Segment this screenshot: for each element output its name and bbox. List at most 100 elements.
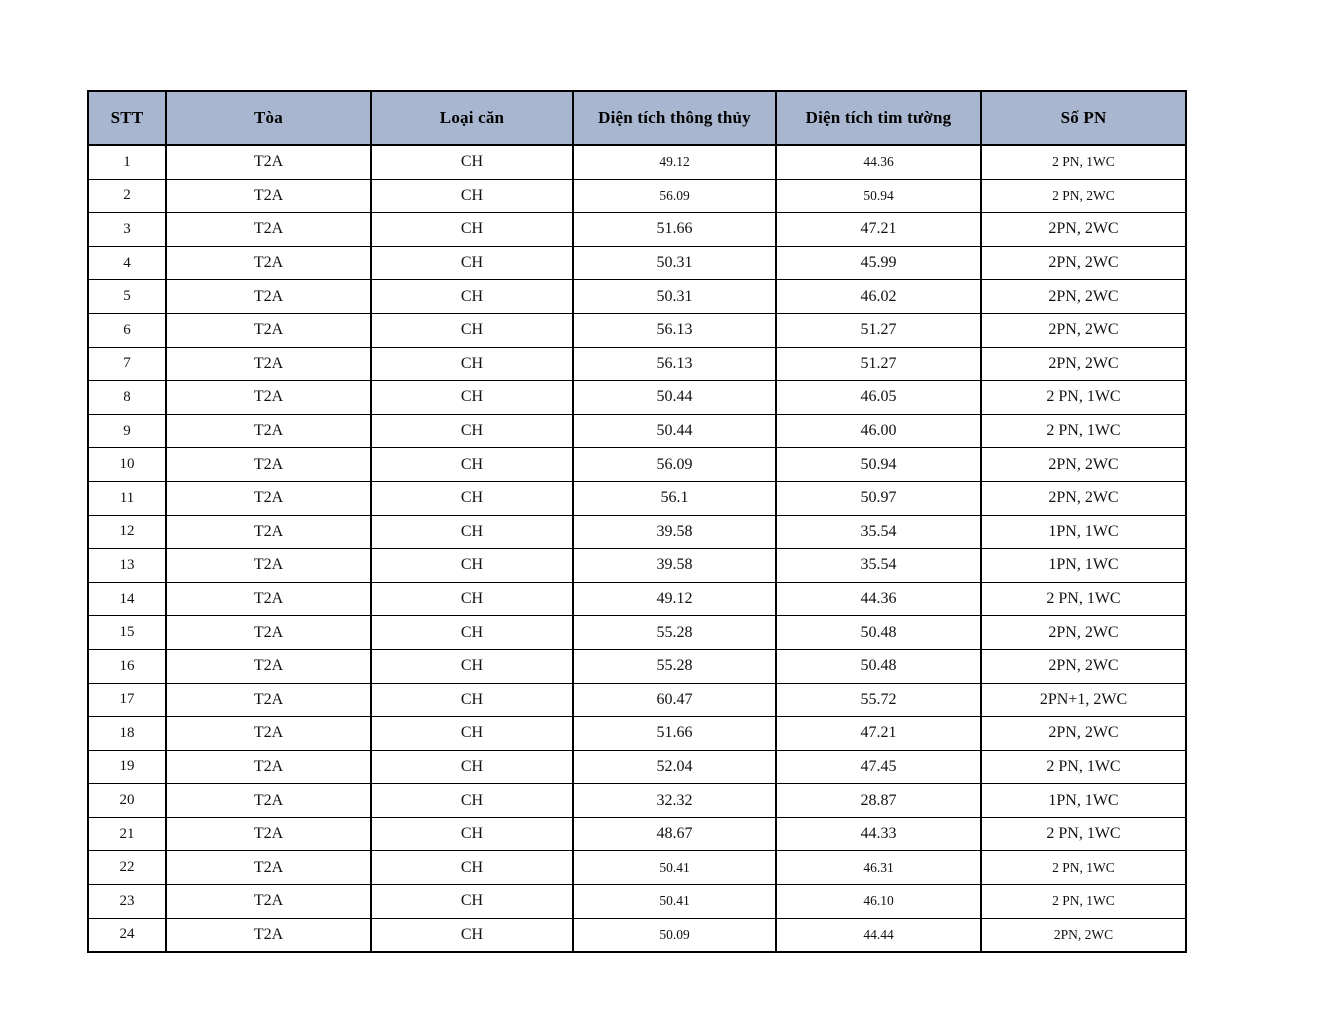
cell-so-pn: 2 PN, 1WC xyxy=(980,850,1187,886)
column-header-dien-tich-tim-tuong[interactable]: Diện tích tim tường xyxy=(775,90,982,146)
table-row[interactable]: 16 T2A CH 55.28 50.48 2PN, 2WC xyxy=(87,648,1187,684)
cell-so-pn: 2PN, 2WC xyxy=(980,480,1187,516)
cell-stt: 13 xyxy=(87,548,167,583)
cell-toa: T2A xyxy=(165,144,372,180)
cell-loai-can: CH xyxy=(370,212,574,247)
cell-stt: 24 xyxy=(87,917,167,953)
table-row[interactable]: 14 T2A CH 49.12 44.36 2 PN, 1WC xyxy=(87,581,1187,617)
table-row[interactable]: 4 T2A CH 50.31 45.99 2PN, 2WC xyxy=(87,245,1187,281)
table-row[interactable]: 9 T2A CH 50.44 46.00 2 PN, 1WC xyxy=(87,413,1187,449)
cell-dien-tich-tim-tuong: 44.44 xyxy=(775,917,982,953)
cell-stt: 3 xyxy=(87,212,167,247)
cell-toa: T2A xyxy=(165,850,372,886)
cell-loai-can: CH xyxy=(370,615,574,650)
cell-loai-can: CH xyxy=(370,312,574,348)
table-row[interactable]: 24 T2A CH 50.09 44.44 2PN, 2WC xyxy=(87,917,1187,953)
cell-dien-tich-thong-thuy: 48.67 xyxy=(572,816,777,852)
cell-dien-tich-thong-thuy: 51.66 xyxy=(572,212,777,247)
table-row[interactable]: 18 T2A CH 51.66 47.21 2PN, 2WC xyxy=(87,716,1187,751)
cell-dien-tich-thong-thuy: 49.12 xyxy=(572,581,777,617)
table-row[interactable]: 19 T2A CH 52.04 47.45 2 PN, 1WC xyxy=(87,749,1187,785)
cell-so-pn: 2 PN, 1WC xyxy=(980,413,1187,449)
cell-dien-tich-tim-tuong: 55.72 xyxy=(775,682,982,718)
column-header-stt[interactable]: STT xyxy=(87,90,167,146)
cell-toa: T2A xyxy=(165,178,372,214)
cell-dien-tich-thong-thuy: 51.66 xyxy=(572,716,777,751)
table-row[interactable]: 13 T2A CH 39.58 35.54 1PN, 1WC xyxy=(87,548,1187,583)
cell-dien-tich-thong-thuy: 56.09 xyxy=(572,447,777,482)
cell-loai-can: CH xyxy=(370,548,574,583)
table-row[interactable]: 12 T2A CH 39.58 35.54 1PN, 1WC xyxy=(87,514,1187,550)
cell-so-pn: 1PN, 1WC xyxy=(980,783,1187,818)
cell-stt: 15 xyxy=(87,615,167,650)
cell-dien-tich-thong-thuy: 50.31 xyxy=(572,245,777,281)
cell-toa: T2A xyxy=(165,716,372,751)
cell-toa: T2A xyxy=(165,380,372,415)
cell-so-pn: 2PN, 2WC xyxy=(980,346,1187,382)
table-row[interactable]: 5 T2A CH 50.31 46.02 2PN, 2WC xyxy=(87,279,1187,314)
table-row[interactable]: 20 T2A CH 32.32 28.87 1PN, 1WC xyxy=(87,783,1187,818)
column-header-dien-tich-thong-thuy[interactable]: Diện tích thông thủy xyxy=(572,90,777,146)
cell-stt: 1 xyxy=(87,144,167,180)
table-row[interactable]: 7 T2A CH 56.13 51.27 2PN, 2WC xyxy=(87,346,1187,382)
cell-so-pn: 2PN, 2WC xyxy=(980,245,1187,281)
column-header-loai-can[interactable]: Loại căn xyxy=(370,90,574,146)
cell-so-pn: 2PN, 2WC xyxy=(980,716,1187,751)
table-row[interactable]: 22 T2A CH 50.41 46.31 2 PN, 1WC xyxy=(87,850,1187,886)
cell-toa: T2A xyxy=(165,648,372,684)
table-row[interactable]: 11 T2A CH 56.1 50.97 2PN, 2WC xyxy=(87,480,1187,516)
table-row[interactable]: 2 T2A CH 56.09 50.94 2 PN, 2WC xyxy=(87,178,1187,214)
cell-stt: 18 xyxy=(87,716,167,751)
table-row[interactable]: 6 T2A CH 56.13 51.27 2PN, 2WC xyxy=(87,312,1187,348)
cell-dien-tich-tim-tuong: 47.21 xyxy=(775,716,982,751)
table-row[interactable]: 1 T2A CH 49.12 44.36 2 PN, 1WC xyxy=(87,144,1187,180)
cell-dien-tich-tim-tuong: 50.94 xyxy=(775,447,982,482)
cell-dien-tich-thong-thuy: 56.09 xyxy=(572,178,777,214)
cell-dien-tich-tim-tuong: 47.45 xyxy=(775,749,982,785)
cell-dien-tich-thong-thuy: 52.04 xyxy=(572,749,777,785)
cell-toa: T2A xyxy=(165,917,372,953)
table-row[interactable]: 23 T2A CH 50.41 46.10 2 PN, 1WC xyxy=(87,884,1187,919)
table-row[interactable]: 15 T2A CH 55.28 50.48 2PN, 2WC xyxy=(87,615,1187,650)
cell-dien-tich-tim-tuong: 45.99 xyxy=(775,245,982,281)
cell-stt: 17 xyxy=(87,682,167,718)
cell-stt: 21 xyxy=(87,816,167,852)
cell-stt: 9 xyxy=(87,413,167,449)
cell-toa: T2A xyxy=(165,346,372,382)
cell-dien-tich-thong-thuy: 50.44 xyxy=(572,413,777,449)
cell-stt: 16 xyxy=(87,648,167,684)
cell-dien-tich-tim-tuong: 50.48 xyxy=(775,615,982,650)
cell-loai-can: CH xyxy=(370,245,574,281)
cell-toa: T2A xyxy=(165,245,372,281)
cell-toa: T2A xyxy=(165,312,372,348)
cell-stt: 11 xyxy=(87,480,167,516)
cell-stt: 19 xyxy=(87,749,167,785)
cell-so-pn: 2PN, 2WC xyxy=(980,279,1187,314)
cell-dien-tich-tim-tuong: 51.27 xyxy=(775,312,982,348)
table-row[interactable]: 10 T2A CH 56.09 50.94 2PN, 2WC xyxy=(87,447,1187,482)
cell-loai-can: CH xyxy=(370,749,574,785)
cell-toa: T2A xyxy=(165,816,372,852)
cell-stt: 22 xyxy=(87,850,167,886)
cell-toa: T2A xyxy=(165,413,372,449)
cell-stt: 7 xyxy=(87,346,167,382)
table-row[interactable]: 17 T2A CH 60.47 55.72 2PN+1, 2WC xyxy=(87,682,1187,718)
apartment-area-table: STT Tòa Loại căn Diện tích thông thủy Di… xyxy=(87,90,1187,954)
cell-dien-tich-tim-tuong: 44.36 xyxy=(775,581,982,617)
column-header-so-pn[interactable]: Số PN xyxy=(980,90,1187,146)
cell-so-pn: 2 PN, 1WC xyxy=(980,884,1187,919)
table-row[interactable]: 21 T2A CH 48.67 44.33 2 PN, 1WC xyxy=(87,816,1187,852)
cell-toa: T2A xyxy=(165,581,372,617)
table-body: 1 T2A CH 49.12 44.36 2 PN, 1WC 2 T2A CH 56.09 50.9… xyxy=(87,144,1187,953)
cell-stt: 14 xyxy=(87,581,167,617)
cell-so-pn: 2PN, 2WC xyxy=(980,615,1187,650)
column-header-toa[interactable]: Tòa xyxy=(165,90,372,146)
cell-dien-tich-thong-thuy: 55.28 xyxy=(572,615,777,650)
cell-loai-can: CH xyxy=(370,648,574,684)
cell-so-pn: 2PN+1, 2WC xyxy=(980,682,1187,718)
cell-dien-tich-tim-tuong: 28.87 xyxy=(775,783,982,818)
cell-loai-can: CH xyxy=(370,514,574,550)
cell-loai-can: CH xyxy=(370,178,574,214)
table-row[interactable]: 3 T2A CH 51.66 47.21 2PN, 2WC xyxy=(87,212,1187,247)
table-row[interactable]: 8 T2A CH 50.44 46.05 2 PN, 1WC xyxy=(87,380,1187,415)
